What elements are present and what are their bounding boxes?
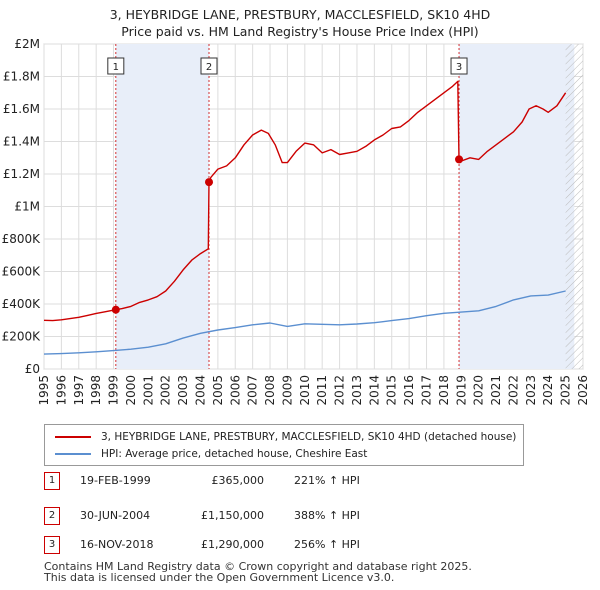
property-price-line xyxy=(43,80,567,322)
x-tick-label: 2013 xyxy=(350,375,364,406)
x-tick-label: 2007 xyxy=(246,375,260,406)
legend: 3, HEYBRIDGE LANE, PRESTBURY, MACCLESFIE… xyxy=(44,424,524,466)
x-tick-label: 1996 xyxy=(54,375,68,406)
price-chart: 1 2 3 £0 £200K £400K £600K £800K £1M £1.2M £1.4M £… xyxy=(2,37,590,406)
legend-label-hpi: HPI: Average price, detached house, Ches… xyxy=(101,448,368,460)
sale-point xyxy=(205,178,214,187)
x-tick-label: 2022 xyxy=(506,375,520,406)
x-tick-label: 1998 xyxy=(89,375,103,406)
table-row: 1 19-FEB-1999 £365,000 221% ↑ HPI xyxy=(44,472,464,490)
x-tick-label: 2002 xyxy=(159,375,173,406)
x-tick-label: 2012 xyxy=(333,375,347,406)
chart-title: 3, HEYBRIDGE LANE, PRESTBURY, MACCLESFIE… xyxy=(109,7,491,22)
x-tick-label: 2015 xyxy=(385,375,399,406)
x-tick-label: 2016 xyxy=(402,375,416,406)
y-tick-label: £800K xyxy=(2,232,42,246)
y-tick-label: £1.4M xyxy=(3,135,40,149)
sale-price: £365,000 xyxy=(211,474,265,487)
footer-licence: This data is licensed under the Open Gov… xyxy=(44,571,395,584)
x-tick-label: 2001 xyxy=(141,375,155,406)
ownership-band xyxy=(115,44,210,369)
forecast-hatch xyxy=(565,44,583,369)
x-tick-label: 1995 xyxy=(37,375,51,406)
y-tick-label: £1.8M xyxy=(3,70,40,84)
y-tick-label: £200K xyxy=(2,330,42,344)
sale-number-badge: 1 xyxy=(44,472,60,490)
sale-date: 30-JUN-2004 xyxy=(80,509,151,522)
sale-hpi-change: 221% ↑ HPI xyxy=(294,474,360,487)
x-tick-label: 2021 xyxy=(489,375,503,406)
x-tick-label: 2014 xyxy=(367,375,381,406)
x-tick-label: 2018 xyxy=(437,375,451,406)
sale-marker-label: 2 xyxy=(206,62,212,73)
chart-title-block: 3, HEYBRIDGE LANE, PRESTBURY, MACCLESFIE… xyxy=(0,6,600,40)
sale-number-badge: 2 xyxy=(44,507,60,525)
x-tick-label: 2010 xyxy=(298,375,312,406)
sale-marker-box xyxy=(200,57,218,75)
x-tick-label: 2017 xyxy=(420,375,434,406)
x-tick-label: 2026 xyxy=(576,375,590,406)
legend-item-property: 3, HEYBRIDGE LANE, PRESTBURY, MACCLESFIE… xyxy=(55,429,516,445)
sale-price: £1,150,000 xyxy=(201,509,264,522)
ownership-band xyxy=(459,44,575,369)
sale-hpi-change: 256% ↑ HPI xyxy=(294,538,360,551)
sale-price: £1,290,000 xyxy=(201,538,264,551)
y-tick-label: £2M xyxy=(14,37,40,51)
legend-swatch-blue xyxy=(55,453,91,455)
sale-marker-label: 3 xyxy=(456,62,462,73)
table-row: 2 30-JUN-2004 £1,150,000 388% ↑ HPI xyxy=(44,507,464,525)
x-tick-label: 2019 xyxy=(454,375,468,406)
sale-hpi-change: 388% ↑ HPI xyxy=(294,509,360,522)
x-tick-label: 2008 xyxy=(263,375,277,406)
y-tick-label: £1M xyxy=(14,200,40,214)
sale-number-badge: 3 xyxy=(44,536,60,554)
footer-copyright: Contains HM Land Registry data © Crown c… xyxy=(44,560,472,573)
sale-marker-box xyxy=(107,57,125,75)
x-tick-label: 1999 xyxy=(107,375,121,406)
legend-item-hpi: HPI: Average price, detached house, Ches… xyxy=(55,446,367,462)
sale-marker-label: 1 xyxy=(113,62,119,73)
x-tick-label: 2003 xyxy=(176,375,190,406)
table-row: 3 16-NOV-2018 £1,290,000 256% ↑ HPI xyxy=(44,536,464,554)
sale-point xyxy=(111,305,120,314)
footer: Contains HM Land Registry data © Crown c… xyxy=(44,561,472,583)
x-tick-label: 2023 xyxy=(524,375,538,406)
x-tick-label: 2004 xyxy=(193,375,207,406)
x-tick-label: 1997 xyxy=(72,375,86,406)
legend-swatch-red xyxy=(55,436,91,438)
sale-date: 16-NOV-2018 xyxy=(80,538,154,551)
x-tick-label: 2011 xyxy=(315,375,329,406)
legend-label-property: 3, HEYBRIDGE LANE, PRESTBURY, MACCLESFIE… xyxy=(101,431,517,443)
hpi-line xyxy=(43,290,566,355)
x-tick-label: 2025 xyxy=(559,375,573,406)
y-tick-label: £1.2M xyxy=(3,167,40,181)
y-tick-label: £0 xyxy=(25,362,40,376)
y-tick-label: £1.6M xyxy=(3,102,40,116)
y-tick-label: £600K xyxy=(2,265,42,279)
x-tick-label: 2005 xyxy=(211,375,225,406)
x-tick-label: 2009 xyxy=(280,375,294,406)
x-tick-label: 2006 xyxy=(228,375,242,406)
x-tick-label: 2024 xyxy=(541,375,555,406)
y-tick-label: £400K xyxy=(2,297,42,311)
x-tick-label: 2020 xyxy=(472,375,486,406)
sale-point xyxy=(455,155,464,164)
chart-subtitle: Price paid vs. HM Land Registry's House … xyxy=(121,24,479,39)
sale-marker-box xyxy=(450,57,468,75)
sale-date: 19-FEB-1999 xyxy=(80,474,151,487)
x-tick-label: 2000 xyxy=(124,375,138,406)
